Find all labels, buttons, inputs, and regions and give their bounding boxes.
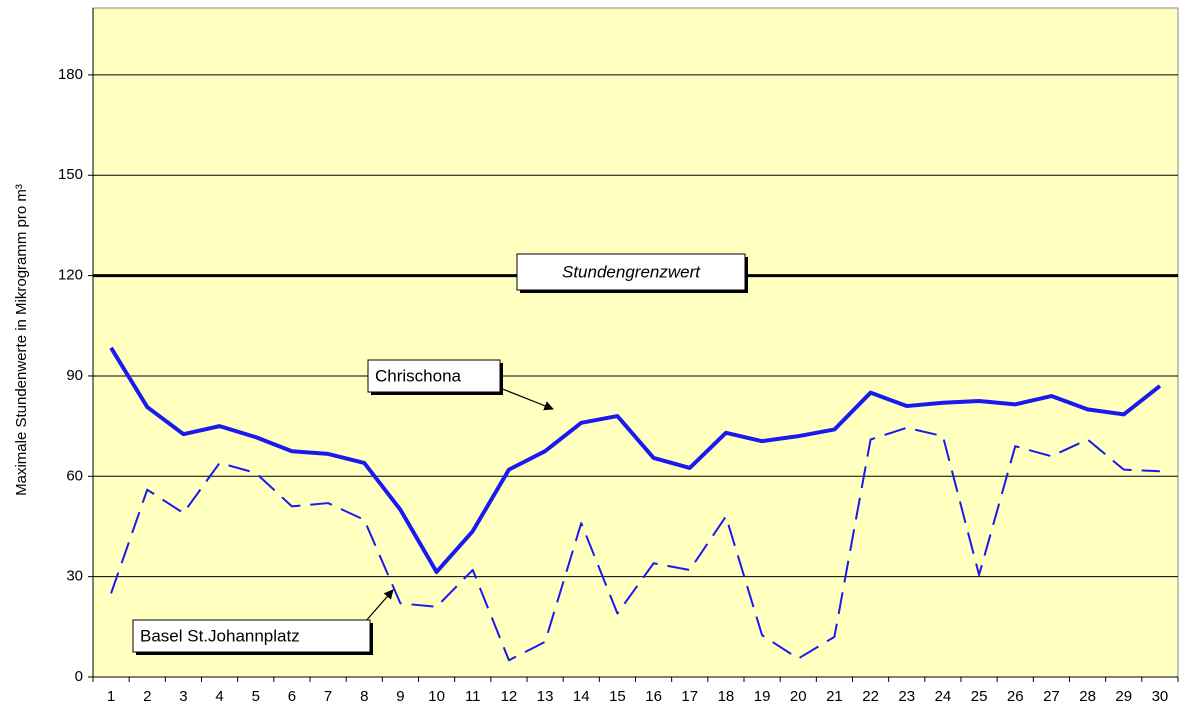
x-tick-label: 26 bbox=[1007, 688, 1024, 705]
threshold-label: Stundengrenzwert bbox=[562, 262, 701, 281]
x-tick-label: 22 bbox=[862, 688, 879, 705]
series-label: Basel St.Johannplatz bbox=[140, 626, 300, 645]
y-tick-label: 180 bbox=[58, 66, 83, 83]
x-tick-label: 5 bbox=[252, 688, 260, 705]
series-line bbox=[110, 426, 1160, 662]
series-label-box bbox=[132, 619, 371, 653]
x-tick-label: 6 bbox=[288, 688, 296, 705]
x-tick-label: 25 bbox=[971, 688, 988, 705]
x-tick-label: 1 bbox=[107, 688, 115, 705]
series-line bbox=[109, 346, 1162, 574]
x-tick-label: 20 bbox=[790, 688, 807, 705]
annotation-arrow bbox=[499, 387, 554, 411]
x-tick-label: 13 bbox=[537, 688, 554, 705]
y-tick-label: 150 bbox=[58, 166, 83, 183]
x-tick-label: 9 bbox=[396, 688, 404, 705]
x-tick-label: 12 bbox=[501, 688, 518, 705]
y-tick-label: 60 bbox=[66, 467, 83, 484]
y-tick-label: 90 bbox=[66, 367, 83, 384]
x-tick-label: 23 bbox=[898, 688, 915, 705]
x-tick-label: 30 bbox=[1152, 688, 1169, 705]
y-tick-label: 30 bbox=[66, 568, 83, 585]
x-tick-label: 16 bbox=[645, 688, 662, 705]
x-tick-label: 4 bbox=[215, 688, 223, 705]
x-tick-label: 24 bbox=[935, 688, 952, 705]
y-tick-label: 120 bbox=[58, 267, 83, 284]
x-tick-label: 29 bbox=[1115, 688, 1132, 705]
x-tick-label: 18 bbox=[718, 688, 735, 705]
x-axis-ticks bbox=[92, 677, 1179, 682]
x-tick-label: 21 bbox=[826, 688, 843, 705]
x-tick-label: 27 bbox=[1043, 688, 1060, 705]
annotation-arrow bbox=[364, 589, 394, 623]
series-label-box bbox=[367, 359, 501, 393]
x-tick-label: 28 bbox=[1079, 688, 1096, 705]
x-tick-label: 8 bbox=[360, 688, 368, 705]
x-tick-label: 7 bbox=[324, 688, 332, 705]
y-tick-label: 0 bbox=[75, 668, 83, 685]
x-tick-label: 11 bbox=[465, 688, 481, 705]
x-tick-label: 3 bbox=[179, 688, 187, 705]
x-tick-label: 19 bbox=[754, 688, 771, 705]
series-label: Chrischona bbox=[375, 366, 462, 385]
x-tick-label: 14 bbox=[573, 688, 590, 705]
plot-background bbox=[92, 7, 1179, 678]
x-tick-label: 10 bbox=[428, 688, 445, 705]
x-tick-label: 17 bbox=[681, 688, 698, 705]
x-tick-label: 2 bbox=[143, 688, 151, 705]
y-axis-label: Maximale Stundenwerte in Mikrogramm pro … bbox=[13, 184, 30, 496]
x-tick-label: 15 bbox=[609, 688, 626, 705]
threshold-label-box bbox=[516, 253, 746, 291]
